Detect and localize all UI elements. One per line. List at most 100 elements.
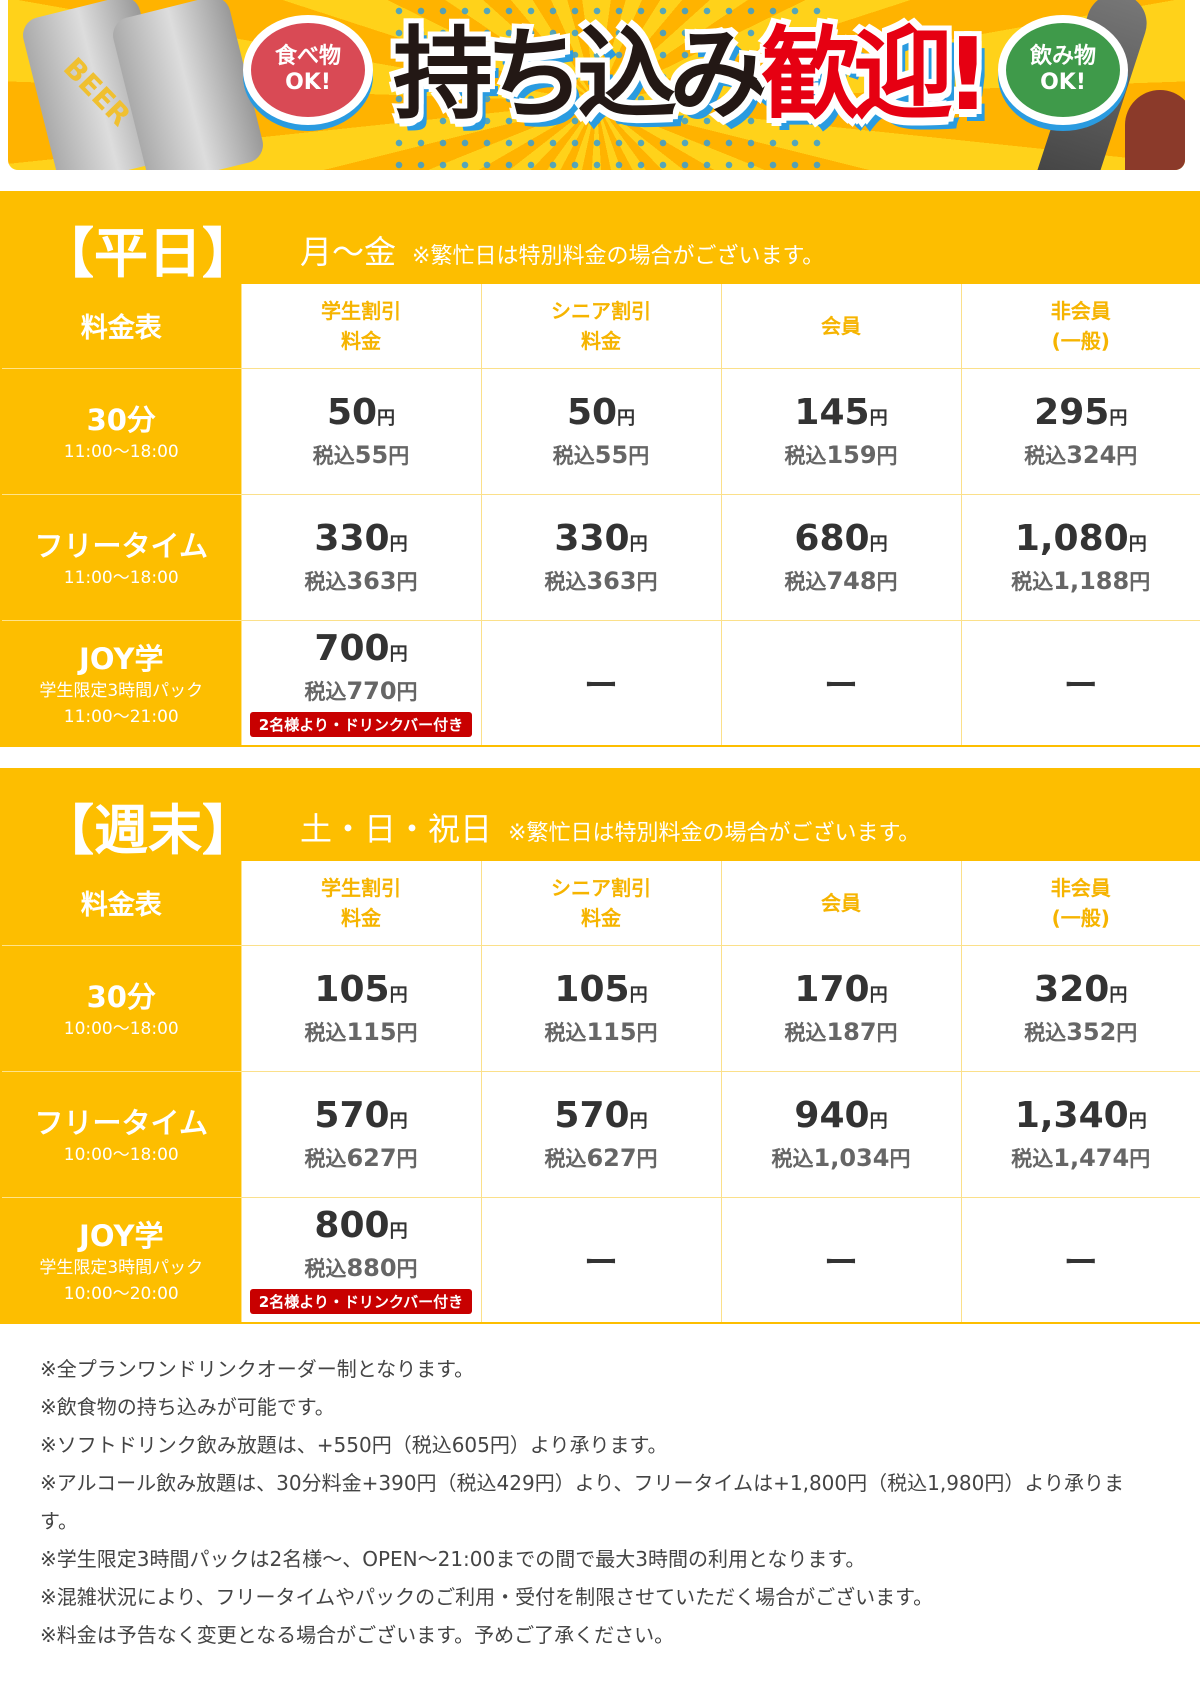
pricing-section: 【週末】 土・日・祝日 ※繁忙日は特別料金の場合がございます。 料金表 学生割引 料金… (0, 768, 1200, 1324)
price-cell: 940円 税込1,034円 (720, 1070, 962, 1198)
note-item: ※ソフトドリンク飲み放題は、+550円（税込605円）より承ります。 (40, 1433, 668, 1457)
not-available: ー (584, 1243, 618, 1284)
tax-included-price: 税込187円 (784, 1018, 898, 1046)
hours: 10:00〜18:00 (63, 1019, 179, 1039)
hours: 10:00〜20:00 (63, 1283, 179, 1304)
hours: 11:00〜18:00 (63, 442, 179, 462)
tax-included-price: 税込55円 (552, 441, 650, 469)
not-available: ー (824, 1243, 858, 1284)
price: 700円 (314, 628, 408, 670)
tax-included-price: 税込363円 (304, 567, 418, 595)
not-available: ー (584, 666, 618, 707)
price: 170円 (794, 969, 888, 1010)
busy-day-note: ※繁忙日は特別料金の場合がございます。 (412, 244, 825, 269)
tax-included-price: 税込1,474円 (1011, 1144, 1151, 1172)
row-header: 30分 10:00〜18:00 (0, 944, 242, 1072)
price: 105円 (554, 969, 648, 1010)
busy-day-note: ※繁忙日は特別料金の場合がございます。 (508, 821, 921, 846)
price: 1,340円 (1014, 1095, 1147, 1136)
row-header: 30分 11:00〜18:00 (0, 367, 242, 495)
corner-label: 料金表 (0, 282, 242, 369)
note-item: ※全プランワンドリンクオーダー制となります。 (40, 1357, 475, 1381)
drink-cup-icon (1125, 90, 1185, 170)
price: 50円 (566, 392, 636, 433)
promo-banner: BEER 食べ物 OK! 持ち込み歓迎! 飲み物 OK! (8, 0, 1185, 170)
note-item: ※料金は予告なく変更となる場合がございます。予めご了承ください。 (40, 1623, 675, 1647)
tax-included-price: 税込363円 (544, 567, 658, 595)
price-cell: ー (480, 1196, 722, 1324)
section-header: 【週末】 土・日・祝日 ※繁忙日は特別料金の場合がございます。 (0, 768, 1200, 862)
not-available: ー (1063, 1243, 1098, 1284)
price: 800円 (314, 1205, 408, 1247)
table-row: フリータイム 11:00〜18:00 330円 税込363円 330円 税込36… (0, 493, 1200, 621)
price-cell: 700円 税込770円 2名様より・ドリンクバー付き (240, 619, 482, 747)
price: 105円 (314, 969, 408, 1010)
tax-included-price: 税込352円 (1024, 1018, 1138, 1046)
tax-included-price: 税込627円 (304, 1144, 418, 1172)
price-cell: 50円 税込55円 (240, 367, 482, 495)
price-cell: 1,340円 税込1,474円 (960, 1070, 1200, 1198)
column-header: シニア割引 料金 (480, 282, 722, 369)
price: 330円 (554, 518, 648, 559)
price: 570円 (554, 1095, 648, 1136)
price: 320円 (1034, 969, 1128, 1010)
table-header-row: 料金表 学生割引 料金 シニア割引 料金 会員 非会員 (一般) (0, 282, 1200, 369)
price: 330円 (314, 518, 408, 559)
drink-bar-badge: 2名様より・ドリンクバー付き (249, 1289, 473, 1315)
tax-included-price: 税込770円 (304, 677, 418, 706)
tax-included-price: 税込880円 (304, 1254, 418, 1283)
section-title: 【平日】 (40, 222, 256, 285)
table-row: JOY学 学生限定3時間パック 10:00〜20:00 800円 税込880円 … (0, 1196, 1200, 1324)
tax-included-price: 税込324円 (1024, 441, 1138, 469)
price-table: 料金表 学生割引 料金 シニア割引 料金 会員 非会員 (一般) 30分 10:00〜18:0… (0, 859, 1200, 1324)
column-header: 非会員 (一般) (960, 282, 1200, 369)
price: 145円 (794, 392, 888, 433)
section-title: 【週末】 (40, 799, 256, 862)
price-cell: 295円 税込324円 (960, 367, 1200, 495)
price-cell: 170円 税込187円 (720, 944, 962, 1072)
tax-included-price: 税込115円 (304, 1018, 418, 1046)
drink-bar-badge: 2名様より・ドリンクバー付き (249, 712, 473, 738)
section-days: 土・日・祝日 ※繁忙日は特別料金の場合がございます。 (300, 810, 921, 848)
column-header: 非会員 (一般) (960, 859, 1200, 946)
column-header: 学生割引 料金 (240, 282, 482, 369)
not-available: ー (1063, 666, 1098, 707)
tax-included-price: 税込159円 (784, 441, 898, 469)
column-header: 会員 (720, 859, 962, 946)
column-header: シニア割引 料金 (480, 859, 722, 946)
price-cell: 570円 税込627円 (480, 1070, 722, 1198)
price-cell: ー (720, 1196, 962, 1324)
price-cell: 145円 税込159円 (720, 367, 962, 495)
price-cell: ー (960, 619, 1200, 747)
table-row: 30分 11:00〜18:00 50円 税込55円 50円 税込55円 145円… (0, 367, 1200, 495)
note-item: ※学生限定3時間パックは2名様〜、OPEN〜21:00までの間で最大3時間の利用… (40, 1547, 866, 1571)
section-days: 月〜金 ※繁忙日は特別料金の場合がございます。 (300, 233, 825, 271)
price: 295円 (1034, 392, 1128, 433)
row-header: JOY学 学生限定3時間パック 11:00〜21:00 (0, 619, 242, 747)
price-cell: 320円 税込352円 (960, 944, 1200, 1072)
row-header: フリータイム 11:00〜18:00 (0, 493, 242, 621)
note-item: ※飲食物の持ち込みが可能です。 (40, 1395, 335, 1419)
notes-list: ※全プランワンドリンクオーダー制となります。 ※飲食物の持ち込みが可能です。 ※ソフ… (40, 1350, 1160, 1654)
tax-included-price: 税込627円 (544, 1144, 658, 1172)
section-header: 【平日】 月〜金 ※繁忙日は特別料金の場合がございます。 (0, 191, 1200, 285)
row-header: JOY学 学生限定3時間パック 10:00〜20:00 (0, 1196, 242, 1324)
note-item: ※アルコール飲み放題は、30分料金+390円（税込429円）より、フリータイムは… (40, 1471, 1124, 1533)
tax-included-price: 税込115円 (544, 1018, 658, 1046)
price-cell: 330円 税込363円 (480, 493, 722, 621)
not-available: ー (824, 666, 858, 707)
tax-included-price: 税込1,188円 (1011, 567, 1151, 595)
table-row: JOY学 学生限定3時間パック 11:00〜21:00 700円 税込770円 … (0, 619, 1200, 747)
price-cell: 570円 税込627円 (240, 1070, 482, 1198)
price-cell: 680円 税込748円 (720, 493, 962, 621)
note-item: ※混雑状況により、フリータイムやパックのご利用・受付を制限させていただく場合がご… (40, 1585, 934, 1609)
tax-included-price: 税込748円 (784, 567, 898, 595)
banner-title: 持ち込み歓迎! (393, 16, 991, 133)
price-cell: 105円 税込115円 (480, 944, 722, 1072)
column-header: 会員 (720, 282, 962, 369)
price-cell: 330円 税込363円 (240, 493, 482, 621)
tax-included-price: 税込1,034円 (771, 1144, 911, 1172)
table-header-row: 料金表 学生割引 料金 シニア割引 料金 会員 非会員 (一般) (0, 859, 1200, 946)
price-cell: ー (960, 1196, 1200, 1324)
drink-ok-bubble: 飲み物 OK! (998, 15, 1128, 125)
